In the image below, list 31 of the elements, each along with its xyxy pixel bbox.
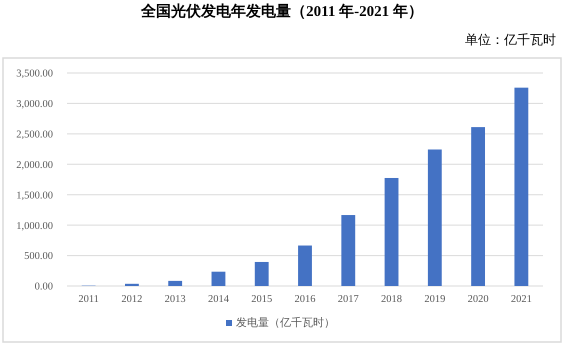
x-tick-label: 2021 (510, 294, 532, 305)
x-tick-label: 2012 (121, 294, 142, 305)
bar (428, 149, 442, 286)
bar (471, 127, 486, 286)
y-tick-label: 0.00 (34, 282, 53, 293)
x-tick-label: 2016 (294, 294, 316, 305)
chart-title: 全国光伏发电年发电量（2011 年-2021 年） (140, 3, 423, 20)
x-tick-label: 2015 (251, 294, 272, 305)
x-tick-label: 2011 (78, 294, 99, 305)
y-tick-label: 1,000.00 (16, 220, 53, 232)
x-tick-label: 2020 (468, 294, 489, 305)
bar (254, 262, 269, 286)
y-tick-label: 500.00 (24, 251, 53, 262)
bar (298, 246, 312, 286)
legend-label: 发电量（亿千瓦时） (236, 316, 335, 329)
x-tick-label: 2014 (208, 294, 230, 305)
bar (168, 280, 182, 286)
x-tick-label: 2017 (338, 294, 359, 305)
y-tick-label: 3,000.00 (16, 99, 53, 110)
y-tick-label: 1,500.00 (16, 190, 53, 202)
x-tick-label: 2019 (424, 294, 446, 305)
bar (384, 178, 398, 286)
bar (341, 215, 356, 286)
x-tick-label: 2013 (164, 294, 186, 305)
chart-subtitle: 单位：亿千瓦时 (465, 32, 556, 47)
y-tick-label: 3,500.00 (16, 68, 53, 80)
bar (212, 272, 226, 286)
x-tick-label: 2018 (381, 294, 402, 305)
bar (514, 88, 528, 286)
y-tick-label: 2,000.00 (16, 160, 53, 171)
y-tick-label: 2,500.00 (16, 130, 53, 141)
